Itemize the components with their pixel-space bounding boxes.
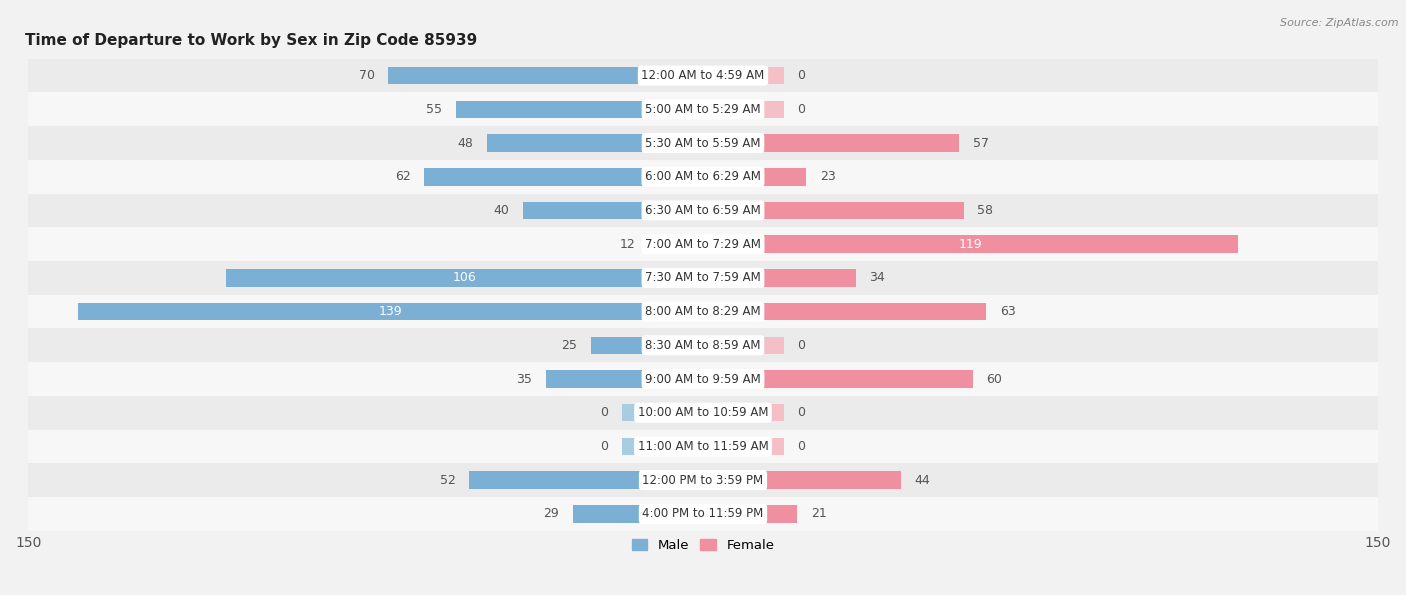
Text: 35: 35 xyxy=(516,372,531,386)
Text: 0: 0 xyxy=(797,406,806,419)
Text: 0: 0 xyxy=(600,440,609,453)
Text: 40: 40 xyxy=(494,204,509,217)
Bar xyxy=(703,370,973,388)
Bar xyxy=(703,505,797,522)
Text: 60: 60 xyxy=(987,372,1002,386)
Text: 7:00 AM to 7:29 AM: 7:00 AM to 7:29 AM xyxy=(645,237,761,250)
Bar xyxy=(28,464,1378,497)
Text: 21: 21 xyxy=(811,508,827,521)
Bar xyxy=(470,471,703,489)
Bar xyxy=(572,505,703,522)
Text: 11:00 AM to 11:59 AM: 11:00 AM to 11:59 AM xyxy=(638,440,768,453)
Bar xyxy=(546,370,703,388)
Bar xyxy=(591,337,703,354)
Text: 48: 48 xyxy=(458,136,474,149)
Bar xyxy=(226,269,703,287)
Bar xyxy=(703,337,785,354)
Bar xyxy=(425,168,703,186)
Text: 0: 0 xyxy=(797,69,806,82)
Bar xyxy=(28,227,1378,261)
Text: 12:00 PM to 3:59 PM: 12:00 PM to 3:59 PM xyxy=(643,474,763,487)
Text: 139: 139 xyxy=(378,305,402,318)
Bar xyxy=(456,101,703,118)
Bar xyxy=(388,67,703,84)
Bar xyxy=(703,134,959,152)
Text: 34: 34 xyxy=(869,271,886,284)
Bar xyxy=(523,202,703,219)
Bar xyxy=(703,303,987,320)
Text: 62: 62 xyxy=(395,170,411,183)
Bar xyxy=(28,160,1378,193)
Bar xyxy=(703,67,785,84)
Bar xyxy=(621,404,703,421)
Bar xyxy=(703,101,785,118)
Text: 6:00 AM to 6:29 AM: 6:00 AM to 6:29 AM xyxy=(645,170,761,183)
Text: 5:30 AM to 5:59 AM: 5:30 AM to 5:59 AM xyxy=(645,136,761,149)
Text: 8:30 AM to 8:59 AM: 8:30 AM to 8:59 AM xyxy=(645,339,761,352)
Text: 25: 25 xyxy=(561,339,576,352)
Text: 106: 106 xyxy=(453,271,477,284)
Text: Time of Departure to Work by Sex in Zip Code 85939: Time of Departure to Work by Sex in Zip … xyxy=(25,33,478,48)
Text: 44: 44 xyxy=(914,474,931,487)
Text: 5:00 AM to 5:29 AM: 5:00 AM to 5:29 AM xyxy=(645,103,761,116)
Bar xyxy=(703,438,785,455)
Text: 0: 0 xyxy=(600,406,609,419)
Bar xyxy=(28,193,1378,227)
Text: 58: 58 xyxy=(977,204,994,217)
Bar xyxy=(703,471,901,489)
Bar xyxy=(703,236,1239,253)
Text: 119: 119 xyxy=(959,237,983,250)
Text: 55: 55 xyxy=(426,103,441,116)
Legend: Male, Female: Male, Female xyxy=(626,534,780,557)
Bar xyxy=(28,396,1378,430)
Bar xyxy=(28,59,1378,92)
Bar xyxy=(28,497,1378,531)
Text: 12: 12 xyxy=(620,237,636,250)
Text: 29: 29 xyxy=(543,508,560,521)
Bar xyxy=(28,362,1378,396)
Text: 8:00 AM to 8:29 AM: 8:00 AM to 8:29 AM xyxy=(645,305,761,318)
Bar xyxy=(28,328,1378,362)
Bar xyxy=(621,438,703,455)
Bar xyxy=(28,92,1378,126)
Text: 63: 63 xyxy=(1000,305,1015,318)
Text: 70: 70 xyxy=(359,69,374,82)
Bar xyxy=(77,303,703,320)
Bar xyxy=(703,168,807,186)
Text: 6:30 AM to 6:59 AM: 6:30 AM to 6:59 AM xyxy=(645,204,761,217)
Text: 0: 0 xyxy=(797,103,806,116)
Text: 52: 52 xyxy=(440,474,456,487)
Text: 0: 0 xyxy=(797,440,806,453)
Text: 4:00 PM to 11:59 PM: 4:00 PM to 11:59 PM xyxy=(643,508,763,521)
Bar xyxy=(703,269,856,287)
Text: 10:00 AM to 10:59 AM: 10:00 AM to 10:59 AM xyxy=(638,406,768,419)
Text: 23: 23 xyxy=(820,170,835,183)
Text: 9:00 AM to 9:59 AM: 9:00 AM to 9:59 AM xyxy=(645,372,761,386)
Bar xyxy=(650,236,703,253)
Bar xyxy=(28,295,1378,328)
Bar xyxy=(28,430,1378,464)
Bar xyxy=(703,202,965,219)
Text: Source: ZipAtlas.com: Source: ZipAtlas.com xyxy=(1281,18,1399,28)
Text: 7:30 AM to 7:59 AM: 7:30 AM to 7:59 AM xyxy=(645,271,761,284)
Bar xyxy=(28,261,1378,295)
Text: 57: 57 xyxy=(973,136,988,149)
Bar xyxy=(486,134,703,152)
Bar xyxy=(28,126,1378,160)
Bar xyxy=(703,404,785,421)
Text: 12:00 AM to 4:59 AM: 12:00 AM to 4:59 AM xyxy=(641,69,765,82)
Text: 0: 0 xyxy=(797,339,806,352)
